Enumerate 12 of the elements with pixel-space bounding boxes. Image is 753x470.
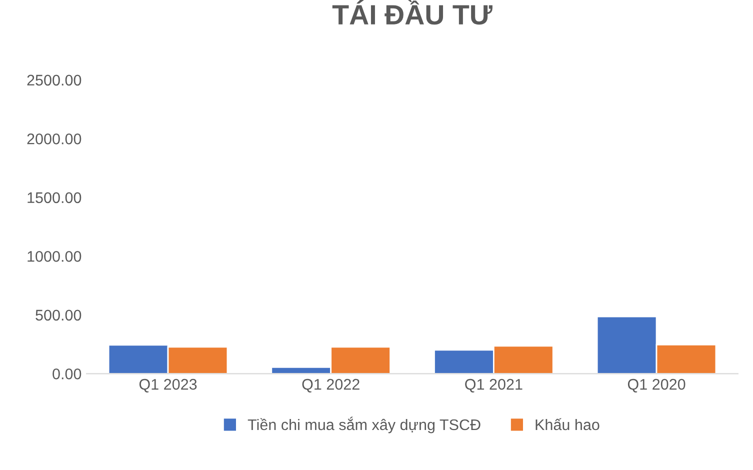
y-tick-label: 0.00 — [52, 368, 82, 380]
y-tick-label: 2500.00 — [27, 74, 82, 86]
y-tick-label: 1500.00 — [28, 192, 82, 204]
x-tick-label: Q1 2021 — [465, 378, 522, 392]
legend-label: Tiền chi mua sắm xây dựng TSCĐ — [248, 416, 480, 434]
y-tick-label: 2000.00 — [27, 134, 82, 144]
legend-label: Khấu hao — [536, 418, 600, 430]
x-tick-label: Q1 2023 — [139, 378, 197, 392]
x-tick-label: Q1 2022 — [302, 378, 360, 392]
y-tick-label: 500.00 — [36, 310, 82, 321]
y-tick-label: 1000.00 — [28, 251, 82, 262]
x-tick-label: Q1 2020 — [628, 378, 686, 392]
